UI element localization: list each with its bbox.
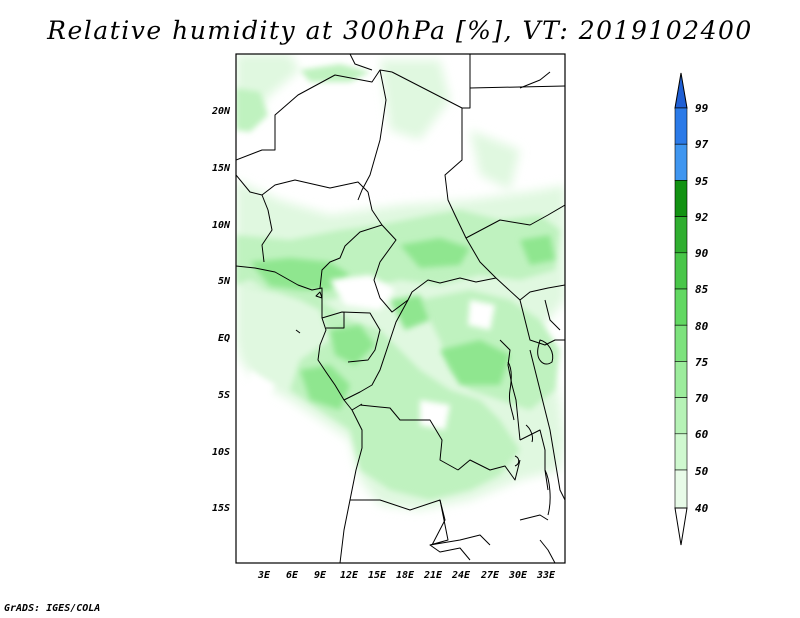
humidity-shading — [236, 54, 565, 510]
colorbar-label: 85 — [695, 283, 709, 296]
lon-label: 6E — [286, 570, 299, 581]
colorbar-bin — [674, 252, 688, 290]
lon-label: 33E — [536, 570, 556, 581]
colorbar-label: 80 — [695, 320, 709, 333]
map-frame — [235, 53, 566, 564]
colorbar-bin — [674, 143, 688, 181]
colorbar-bin — [674, 107, 688, 145]
lat-label: 5S — [218, 390, 230, 401]
lat-label: 10N — [212, 220, 231, 231]
colorbar-label: 97 — [695, 138, 709, 151]
colorbar-label: 95 — [695, 175, 709, 188]
lon-label: 9E — [314, 570, 327, 581]
colorbar-bin — [674, 288, 688, 326]
lon-label: 15E — [368, 570, 387, 581]
colorbar-label: 75 — [695, 356, 709, 369]
lon-label: 18E — [396, 570, 415, 581]
colorbar-label: 50 — [695, 465, 709, 478]
lon-label: 27E — [480, 570, 500, 581]
colorbar-label: 90 — [695, 247, 709, 260]
lat-label: 20N — [211, 106, 231, 117]
lat-label: 15N — [212, 163, 231, 174]
colorbar-label: 70 — [695, 392, 709, 405]
lat-label: 10S — [212, 447, 230, 458]
lon-label: 3E — [257, 570, 271, 581]
colorbar-top-arrow — [674, 72, 688, 109]
colorbar-bin — [674, 469, 688, 509]
colorbar-label: 92 — [695, 211, 709, 224]
lat-label: 15S — [212, 503, 230, 514]
country-borders — [236, 54, 565, 563]
colorbar-label: 99 — [695, 102, 709, 115]
lon-label: 24E — [451, 570, 471, 581]
colorbar-label: 40 — [695, 502, 709, 515]
colorbar-bin — [674, 180, 688, 217]
colorbar-bin — [674, 433, 688, 471]
grads-credit: GrADS: IGES/COLA — [4, 603, 101, 614]
lat-label: 5N — [218, 276, 231, 287]
colorbar-bin — [674, 216, 688, 254]
colorbar-bin — [674, 361, 688, 398]
colorbar-label: 60 — [695, 428, 709, 441]
colorbar-bottom-arrow — [674, 507, 688, 546]
lon-label: 30E — [508, 570, 528, 581]
chart-title: Relative humidity at 300hPa [%], VT: 201… — [47, 16, 753, 45]
lat-label: EQ — [218, 333, 230, 344]
colorbar-bin — [674, 324, 688, 362]
lon-label: 12E — [340, 570, 359, 581]
colorbar: 99 97 95 92 90 85 80 75 70 60 50 40 — [674, 72, 709, 546]
lon-label: 21E — [423, 570, 443, 581]
colorbar-bin — [674, 397, 688, 435]
